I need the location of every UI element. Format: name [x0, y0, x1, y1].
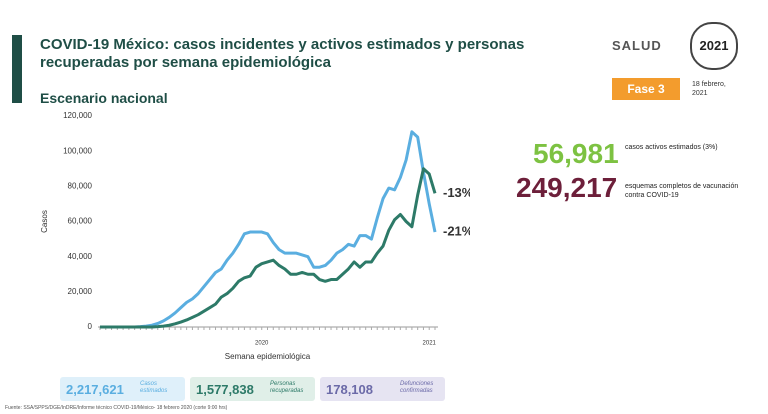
- y-tick-label: 40,000: [68, 252, 93, 261]
- phase-badge: Fase 3: [612, 78, 680, 100]
- y-tick-label: 20,000: [68, 287, 93, 296]
- total-value: 1,577,838: [196, 382, 254, 397]
- stat-value: 56,981: [533, 138, 619, 169]
- total-box: 1,577,838 Personas recuperadas: [190, 377, 315, 401]
- y-tick-label: 60,000: [68, 217, 93, 226]
- x-axis-title: Semana epidemiológica: [225, 352, 311, 361]
- end-label: -21%: [443, 223, 470, 238]
- logo-2021: 2021: [690, 22, 738, 70]
- y-tick-label: 100,000: [63, 146, 92, 155]
- y-tick-label: 80,000: [68, 181, 93, 190]
- total-value: 178,108: [326, 382, 373, 397]
- stat-label: esquemas completos de vacunación contra …: [625, 183, 739, 199]
- total-box: 178,108 Defunciones confirmadas: [320, 377, 445, 401]
- total-box: 2,217,621 Casos estimados: [60, 377, 185, 401]
- series-line: [100, 167, 437, 329]
- end-label: -13%: [443, 185, 470, 200]
- x-tick-label: 2020: [255, 341, 269, 347]
- chart: 0 20,000 40,000 60,000 80,000 100,000 120,000 2…: [40, 111, 470, 361]
- stat-value: 249,217: [516, 172, 618, 203]
- stat-label: casos activos estimados (3%): [625, 144, 718, 151]
- y-axis-title: Casos: [40, 210, 49, 233]
- y-tick-label: 0: [88, 322, 93, 331]
- total-value: 2,217,621: [66, 382, 124, 397]
- source: Fuente: SSA/SPPS/DGE/InDRE/Informe técni…: [5, 405, 228, 411]
- title: COVID-19 México: casos incidentes y acti…: [40, 36, 525, 71]
- total-label: Defunciones confirmadas: [400, 381, 434, 394]
- x-tick-label: 2021: [423, 341, 437, 347]
- total-label: Personas recuperadas: [270, 381, 304, 394]
- series-line: [100, 130, 437, 329]
- total-label: Casos estimados: [140, 381, 168, 394]
- y-tick-label: 120,000: [63, 111, 92, 120]
- subtitle: Escenario nacional: [40, 90, 168, 106]
- logo: SALUD: [612, 38, 662, 53]
- accent-bar: [12, 35, 22, 103]
- date: 18 febrero, 2021: [692, 81, 726, 97]
